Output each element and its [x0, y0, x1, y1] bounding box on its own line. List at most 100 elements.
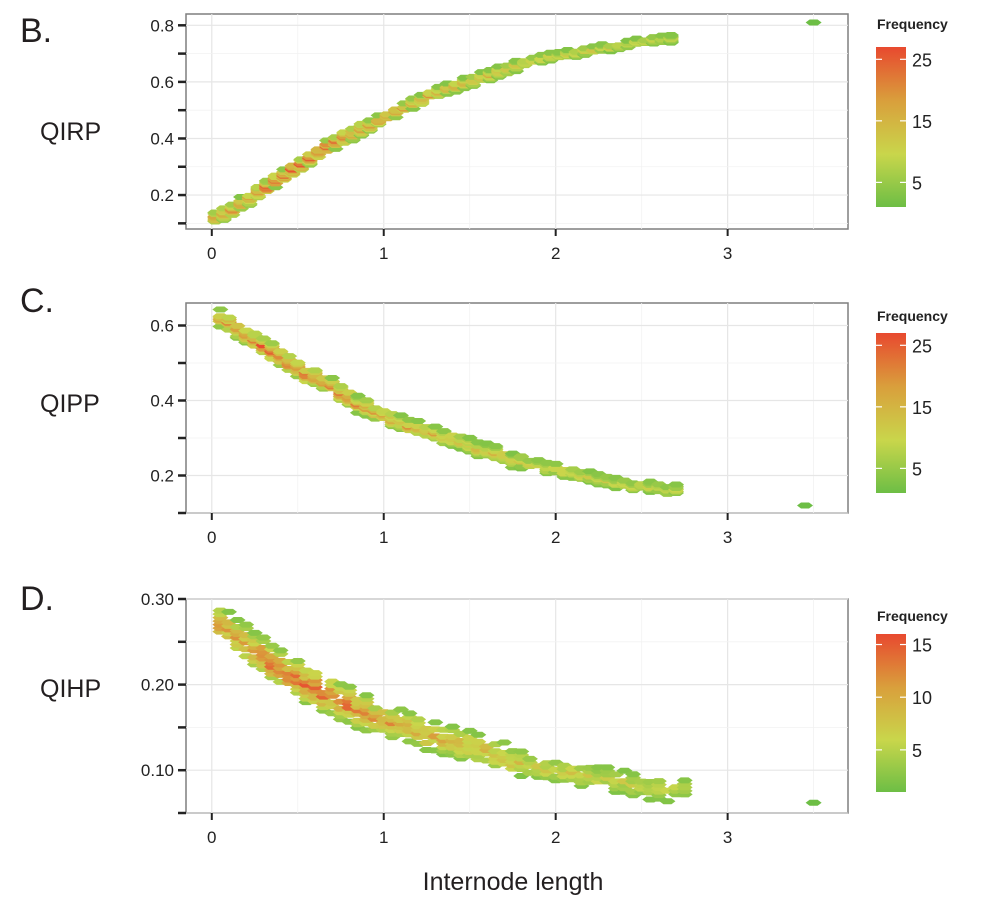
hexbin-cell	[625, 771, 642, 778]
hexbin-cell	[246, 330, 263, 337]
x-tick-label: 0	[207, 528, 216, 547]
hexbin-cells-b	[207, 19, 822, 225]
legend-c: Frequency 5 15 25	[876, 308, 948, 493]
y-axis-c: 0.2 0.4 0.6	[150, 317, 186, 515]
hexbin-cells-c	[212, 306, 814, 509]
hexbin-cell	[272, 348, 289, 355]
panel-c: C. QIPP 0.2 0.4 0.6 0 1 2 3 Frequency 5 15 25	[20, 282, 948, 547]
x-tick-label: 1	[379, 528, 388, 547]
hexbin-cell	[272, 647, 289, 654]
hexbin-cell-outlier	[805, 799, 822, 806]
x-tick-label: 2	[551, 244, 560, 263]
y-tick-label: 0.4	[150, 129, 174, 148]
y-tick-label: 0.20	[141, 676, 174, 695]
hexbin-cell	[410, 716, 427, 723]
hexbin-cell	[496, 739, 513, 746]
hexbin-cell	[662, 31, 679, 38]
legend-tick-label: 25	[912, 336, 932, 356]
hexbin-cell	[324, 375, 341, 381]
hexbin-cell	[650, 778, 667, 785]
hexbin-cell	[513, 453, 530, 460]
hexbin-cell	[349, 392, 366, 399]
hexbin-cell	[358, 692, 375, 699]
panel-letter-d: D.	[20, 580, 54, 618]
hexbin-cell	[513, 748, 530, 755]
hexbin-cell	[281, 353, 298, 360]
legend-title-d: Frequency	[877, 608, 948, 624]
y-axis-label-c: QIPP	[40, 390, 100, 418]
hexbin-cell	[358, 397, 375, 404]
legend-tick-label: 5	[912, 459, 922, 479]
x-tick-label: 0	[207, 244, 216, 263]
x-tick-label: 3	[723, 828, 732, 847]
y-tick-label: 0.2	[150, 186, 174, 205]
x-tick-label: 2	[551, 828, 560, 847]
hexbin-cell	[470, 731, 487, 738]
x-axis-b: 0 1 2 3	[207, 229, 732, 263]
x-axis-d: 0 1 2 3	[207, 813, 732, 847]
hexbin-cell	[461, 434, 478, 441]
hexbin-cell	[263, 340, 280, 347]
hexbin-cell	[255, 335, 272, 342]
hexbin-cell	[410, 417, 427, 424]
panel-letter-c: C.	[20, 282, 54, 320]
legend-tick-label: 15	[912, 112, 932, 132]
hexbin-cell	[599, 764, 616, 771]
legend-tick-label: 25	[912, 50, 932, 70]
y-tick-label: 0.8	[150, 16, 174, 35]
hexbin-cell	[676, 777, 693, 784]
legend-ticks-d: 5 10 15	[876, 636, 932, 761]
hexbin-cell	[238, 621, 255, 628]
y-axis-d: 0.10 0.20 0.30	[141, 590, 186, 815]
panel-d: D. QIHP 0.10 0.20 0.30 0 1 2 3 Frequency 5 10 1…	[20, 580, 948, 847]
x-tick-label: 0	[207, 828, 216, 847]
hexbin-cell	[427, 719, 444, 726]
hexbin-cell	[341, 683, 358, 690]
hexbin-cell	[289, 359, 306, 366]
x-tick-label: 1	[379, 244, 388, 263]
y-axis-b: 0.2 0.4 0.6 0.8	[150, 16, 186, 225]
gridlines-c	[186, 303, 848, 514]
plot-area-c	[185, 302, 849, 514]
x-tick-label: 2	[551, 528, 560, 547]
hexbin-cell	[263, 642, 280, 649]
legend-tick-label: 5	[912, 741, 922, 761]
hexbin-cell-outlier	[805, 19, 822, 26]
legend-ticks-c: 5 15 25	[876, 336, 932, 479]
legend-ticks-b: 5 15 25	[876, 50, 932, 193]
legend-colorbar-d	[876, 634, 906, 792]
hexbin-cell	[306, 367, 323, 374]
hexbin-cell	[289, 658, 306, 665]
hexbin-cell	[392, 412, 409, 419]
panel-letter-b: B.	[20, 12, 52, 50]
hexbin-cell	[487, 443, 504, 450]
legend-tick-label: 15	[912, 636, 932, 656]
y-tick-label: 0.4	[150, 392, 174, 411]
hexbin-cell	[306, 670, 323, 677]
y-axis-label-b: QIRP	[40, 118, 101, 146]
hexbin-cell	[246, 629, 263, 636]
hexbin-cell	[470, 738, 487, 745]
hexbin-cell	[659, 798, 676, 805]
hexbin-cell	[220, 314, 237, 321]
legend-d: Frequency 5 10 15	[876, 608, 948, 792]
hexbin-cell	[229, 617, 246, 624]
x-axis-title: Internode length	[423, 868, 604, 896]
hexbin-cell	[547, 460, 564, 467]
legend-b: Frequency 5 15 25	[876, 16, 948, 207]
plot-area-d	[185, 598, 849, 814]
y-tick-label: 0.10	[141, 761, 174, 780]
hexbin-cell	[444, 723, 461, 730]
hexbin-cell	[229, 322, 246, 329]
legend-tick-label: 10	[912, 688, 932, 708]
panel-b: B. QIRP 0.2 0.4 0.6 0.8 0 1 2 3 Frequency 5 15 2…	[20, 12, 948, 263]
x-tick-label: 1	[379, 828, 388, 847]
legend-colorbar-c	[876, 333, 906, 493]
x-tick-label: 3	[723, 528, 732, 547]
x-axis-c: 0 1 2 3	[207, 513, 732, 547]
hexbin-cell	[435, 428, 452, 435]
hexbin-cell	[212, 306, 229, 313]
hexbin-cell	[521, 755, 538, 762]
hexbin-cell-outlier	[797, 502, 814, 509]
